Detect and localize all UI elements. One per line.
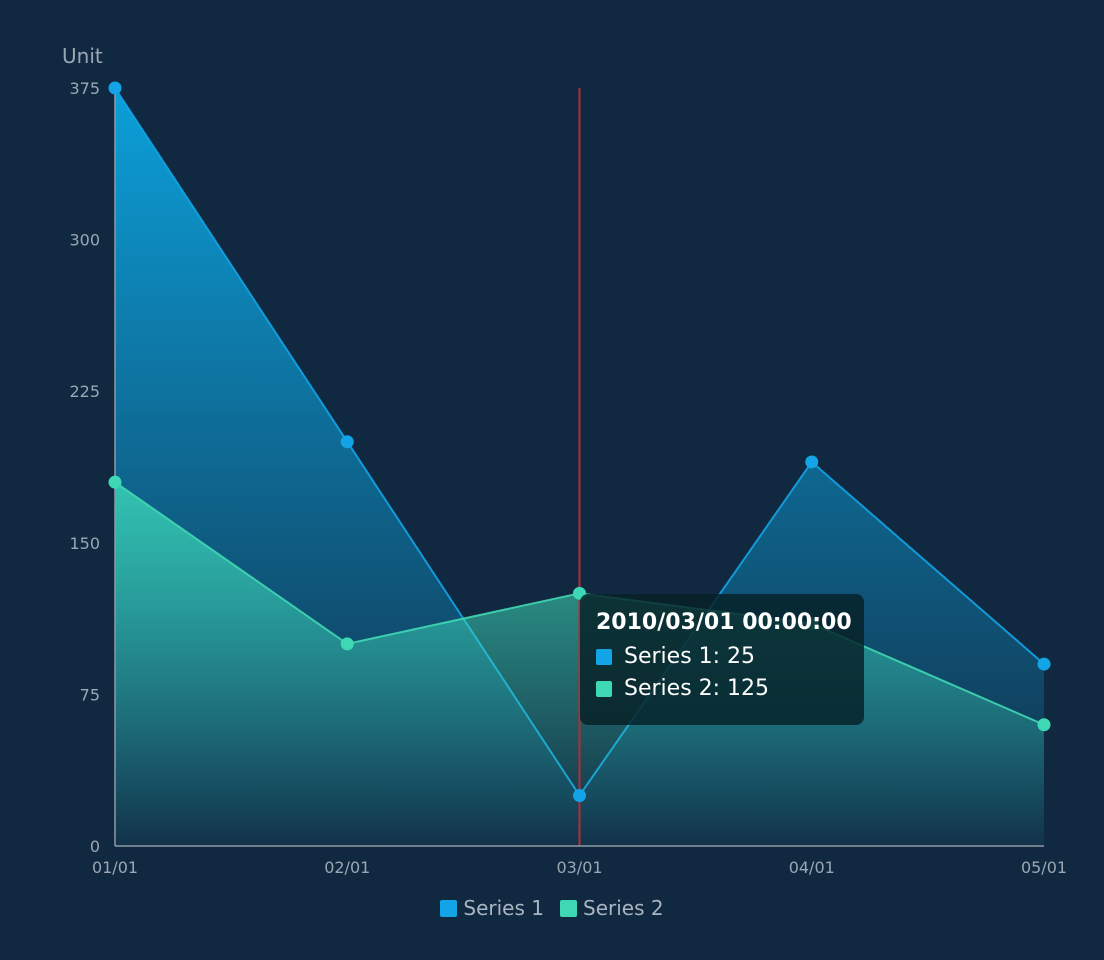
y-axis-title: Unit: [62, 44, 103, 68]
series-1-point[interactable]: [108, 81, 122, 95]
y-tick-label: 75: [80, 685, 100, 704]
legend-label: Series 1: [463, 896, 544, 920]
series-1-point[interactable]: [573, 788, 586, 802]
series-2-swatch-icon: [560, 899, 577, 917]
x-axis-ticks: 01/01 02/01 03/01 04/01 05/01: [92, 858, 1067, 877]
tooltip-row-label: Series 2: 125: [624, 676, 770, 701]
y-tick-label: 300: [69, 231, 100, 250]
tooltip-row-label: Series 1: 25: [624, 644, 756, 669]
legend-label: Series 2: [583, 896, 664, 920]
series-points: [108, 81, 1051, 802]
series-2-point[interactable]: [108, 475, 122, 489]
series-1-point[interactable]: [340, 435, 354, 449]
series-2-swatch-icon: [596, 681, 612, 697]
series-2-point[interactable]: [340, 637, 354, 651]
series-1-swatch-icon: [440, 899, 458, 917]
tooltip-row-series-2: Series 2: 125: [596, 673, 848, 705]
x-tick-label: 01/01: [92, 858, 138, 877]
y-tick-label: 375: [69, 79, 100, 98]
y-tick-label: 150: [69, 534, 100, 553]
y-tick-label: 225: [69, 382, 100, 401]
series-1-swatch-icon: [596, 649, 612, 665]
series-1-point[interactable]: [1037, 657, 1051, 671]
y-axis-ticks: 0 75 150 225 300 375: [69, 79, 100, 856]
legend: Series 1 Series 2: [0, 896, 1104, 920]
series-2-point[interactable]: [1037, 718, 1051, 732]
tooltip: 2010/03/01 00:00:00 Series 1: 25 Series …: [580, 594, 864, 725]
x-tick-label: 05/01: [1021, 858, 1067, 877]
x-tick-label: 02/01: [324, 858, 370, 877]
x-tick-label: 04/01: [789, 858, 835, 877]
x-tick-label: 03/01: [556, 858, 602, 877]
tooltip-row-series-1: Series 1: 25: [596, 641, 848, 673]
y-tick-label: 0: [90, 837, 100, 856]
legend-item-series-2[interactable]: Series 2: [560, 896, 664, 920]
tooltip-title: 2010/03/01 00:00:00: [596, 610, 852, 635]
legend-item-series-1[interactable]: Series 1: [440, 896, 544, 920]
series-1-point[interactable]: [805, 455, 819, 469]
